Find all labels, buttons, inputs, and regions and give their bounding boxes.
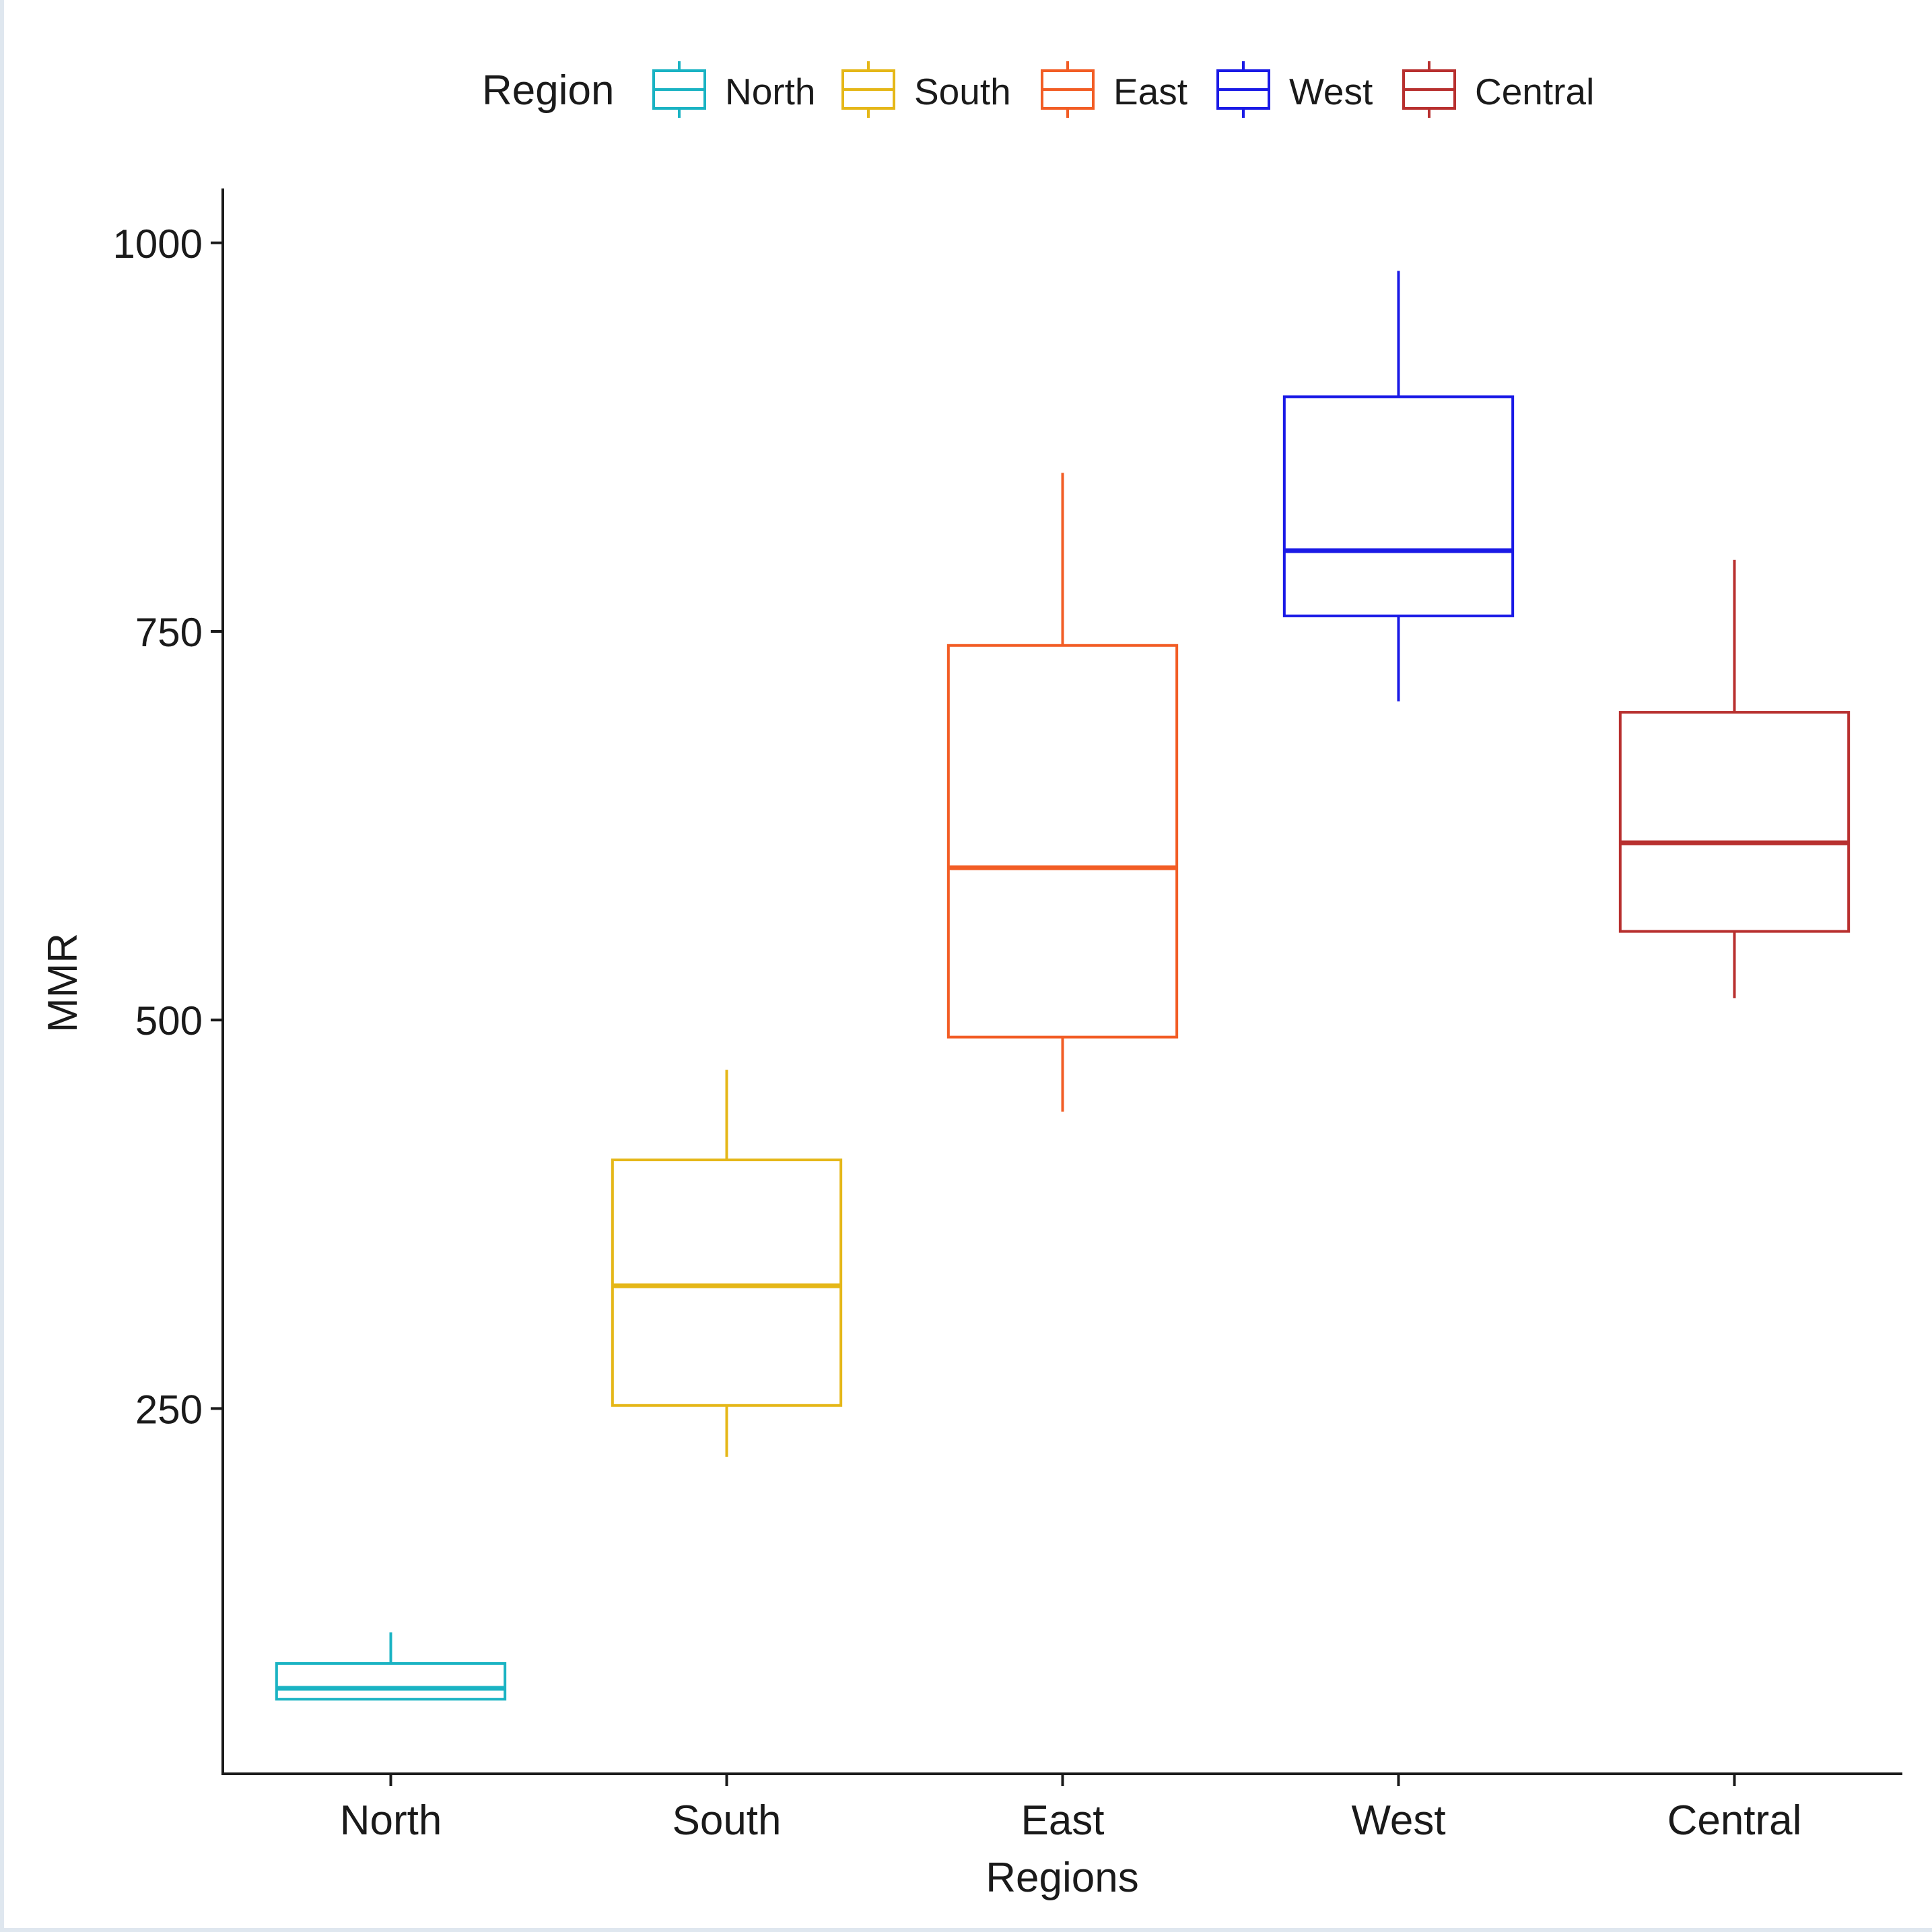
legend: Region North South East West Central (482, 61, 1594, 118)
y-axis-label: MMR (40, 933, 86, 1033)
y-tick-label: 250 (135, 1387, 203, 1432)
x-tick-label: East (1021, 1797, 1104, 1844)
boxes (275, 271, 1851, 1701)
y-tick-label: 500 (135, 998, 203, 1043)
legend-item-central: Central (1402, 61, 1594, 118)
box-iqr (275, 1662, 507, 1701)
box-north (275, 1632, 507, 1701)
box-east (946, 473, 1179, 1112)
legend-item-west: West (1216, 61, 1373, 118)
box-iqr (611, 1159, 843, 1407)
x-tick-label: West (1351, 1797, 1445, 1844)
legend-label: East (1113, 71, 1187, 112)
legend-item-east: East (1041, 61, 1187, 118)
legend-item-north: North (652, 61, 816, 118)
y-tick-label: 750 (135, 610, 203, 655)
axes (221, 188, 1902, 1775)
legend-label: South (914, 71, 1011, 112)
box-iqr (946, 644, 1179, 1039)
y-ticks: 250 500 750 1000 (113, 221, 223, 1432)
x-tick-label: South (672, 1797, 781, 1844)
x-tick-label: Central (1667, 1797, 1802, 1844)
legend-label: West (1289, 71, 1373, 112)
box-south (611, 1070, 843, 1457)
x-ticks: North South East West Central (340, 1774, 1802, 1844)
box-iqr (1282, 395, 1515, 617)
legend-label: North (725, 71, 816, 112)
box-iqr (1618, 711, 1851, 933)
x-tick-label: North (340, 1797, 442, 1844)
legend-item-south: South (841, 61, 1011, 118)
x-axis-label: Regions (986, 1855, 1138, 1901)
box-central (1618, 559, 1851, 998)
box-west (1282, 271, 1515, 701)
boxplot-chart: Region North South East West Central 250 500 7… (40, 61, 1902, 1901)
legend-label: Central (1475, 71, 1594, 112)
y-tick-label: 1000 (113, 221, 203, 267)
legend-title: Region (482, 67, 614, 114)
